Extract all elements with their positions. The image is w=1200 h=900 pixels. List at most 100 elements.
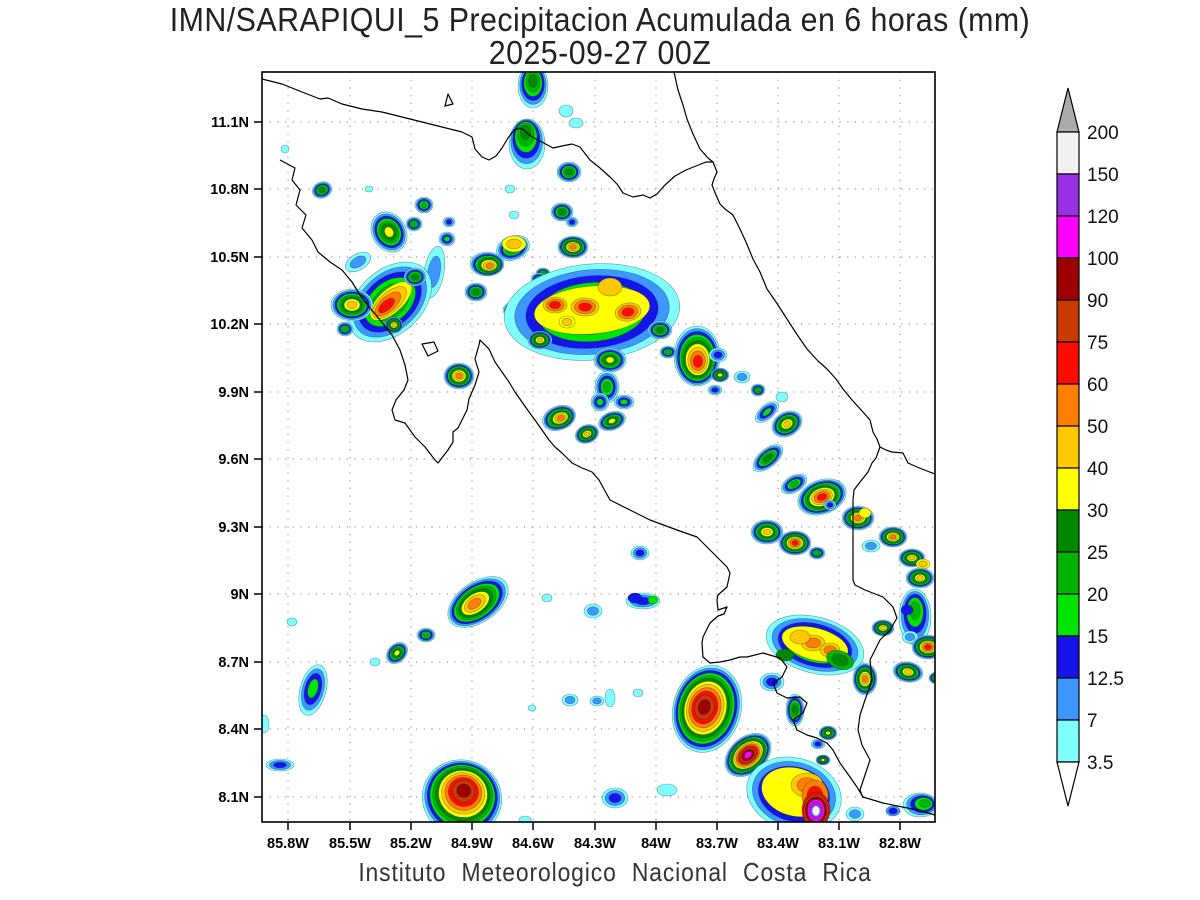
lat-tick-label: 8.1N: [218, 790, 249, 806]
contour-ring: [820, 758, 826, 762]
contour-ring: [918, 799, 931, 808]
contour-ring: [506, 238, 522, 250]
contour-ring: [485, 262, 494, 269]
map-area: 11.1N 10.8N 10.5N 10.2N 9.9N 9.6N 9.3N 9N 8.7N 8.…: [210, 71, 936, 852]
coastline-path: [673, 72, 935, 475]
lon-tick-label: 84.6W: [512, 836, 554, 852]
contour-ring: [411, 221, 417, 227]
contour-ring: [619, 399, 629, 405]
colorbar-chip: [1056, 593, 1080, 637]
colorbar-chip: [1056, 509, 1080, 553]
contour-ring: [826, 502, 834, 508]
contour-ring: [504, 184, 516, 194]
map-frame: [261, 71, 936, 823]
colorbar-label: 7: [1087, 711, 1098, 732]
coastline-path: [262, 78, 713, 199]
contour-ring: [608, 418, 616, 424]
contour-ring: [854, 515, 862, 521]
contour-ring: [556, 414, 565, 422]
contour-ring: [647, 595, 659, 605]
plot-title: IMN/SARAPIQUI_5 Precipitacion Acumulada …: [169, 1, 1031, 38]
contour-ring: [916, 575, 924, 581]
colorbar-chip: [1056, 299, 1080, 343]
contour-ring: [318, 187, 326, 193]
contour-ring: [561, 318, 573, 326]
contour-ring: [814, 741, 822, 747]
contour-ring: [393, 649, 401, 657]
colorbar-label: 90: [1087, 291, 1108, 312]
contour-ring: [443, 236, 451, 242]
contour-ring: [825, 730, 831, 736]
colorbar-label: 200: [1087, 123, 1119, 144]
contour-ring: [775, 648, 795, 662]
contour-ring: [411, 274, 419, 280]
lon-tick-label: 82.8W: [879, 836, 921, 852]
lon-tick-label: 84W: [641, 836, 671, 852]
coastlines: [262, 72, 935, 816]
contour-ring: [693, 355, 703, 368]
lat-tick-label: 9.6N: [218, 452, 249, 468]
contour-ring: [888, 807, 898, 815]
contour-ring: [467, 598, 482, 610]
contour-ring: [783, 420, 791, 428]
lon-tick-label: 83.4W: [757, 836, 799, 852]
contour-ring: [814, 550, 820, 556]
contour-ring: [605, 356, 615, 364]
contour-ring: [635, 549, 645, 557]
contour-ring: [805, 637, 821, 649]
contour-ring: [568, 219, 576, 225]
colorbar-chip: [1056, 467, 1080, 511]
contour-ring: [422, 632, 430, 638]
contour-ring: [569, 244, 577, 250]
contour-ring: [713, 351, 723, 359]
contour-ring: [280, 144, 290, 154]
precipitation-cells: [262, 72, 935, 822]
contour-ring: [789, 629, 811, 645]
contour-ring: [583, 431, 591, 437]
contour-ring: [307, 678, 319, 699]
colorbar-label: 60: [1087, 375, 1108, 396]
contour-ring: [900, 604, 914, 616]
contour-ring: [656, 783, 678, 797]
contour-ring: [665, 349, 671, 355]
lon-tick-label: 84.3W: [574, 836, 616, 852]
contour-ring: [536, 337, 544, 343]
colorbar-label: 25: [1087, 543, 1108, 564]
institution-caption: Instituto Meteorologico Nacional Costa R…: [358, 857, 872, 887]
contour-ring: [865, 542, 877, 550]
colorbar-under-arrow: [1056, 761, 1080, 807]
contour-ring: [849, 809, 861, 819]
colorbar-label: 100: [1087, 249, 1119, 270]
contour-ring: [420, 202, 428, 208]
contour-ring: [369, 657, 381, 667]
colorbar-chip: [1056, 635, 1080, 679]
contour-ring: [763, 453, 773, 463]
graticule: [262, 72, 935, 822]
colorbar-chip: [1056, 719, 1080, 763]
contour-ring: [811, 805, 821, 817]
colorbar-label: 50: [1087, 417, 1108, 438]
contour-ring: [527, 704, 537, 712]
contour-ring: [528, 74, 538, 88]
contour-ring: [273, 761, 287, 769]
lat-tick-label: 10.5N: [210, 250, 249, 266]
colorbar-chip: [1056, 215, 1080, 259]
colorbar-label: 40: [1087, 459, 1108, 480]
contour-ring: [602, 381, 612, 393]
contour-ring: [564, 696, 576, 704]
colorbar-over-arrow: [1056, 87, 1080, 133]
contour-ring: [697, 699, 711, 716]
contour-ring: [627, 592, 643, 604]
contour-ring: [364, 185, 374, 193]
colorbar-label: 15: [1087, 627, 1108, 648]
contour-ring: [736, 373, 748, 381]
lat-tick-label: 9.9N: [218, 385, 249, 401]
contour-ring: [904, 669, 912, 675]
colorbar-label: 20: [1087, 585, 1108, 606]
contour-ring: [541, 593, 553, 603]
contour-ring: [549, 300, 561, 310]
lon-tick-label: 83.1W: [818, 836, 860, 852]
contour-ring: [597, 277, 623, 297]
